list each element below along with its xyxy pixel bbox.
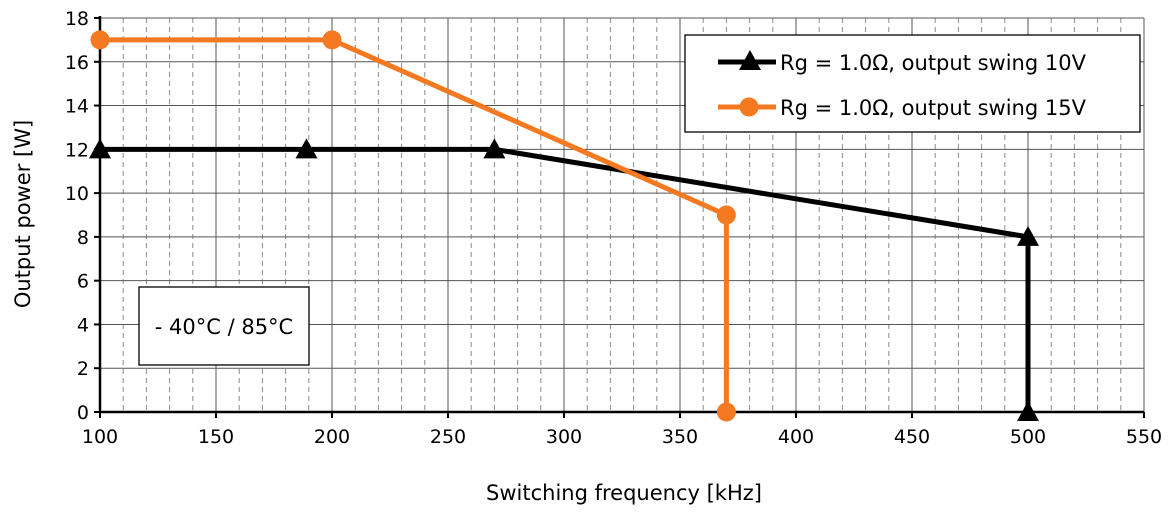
circle-marker xyxy=(716,402,736,422)
x-tick-label: 400 xyxy=(778,426,814,448)
x-tick-label: 200 xyxy=(314,426,350,448)
series-markers xyxy=(89,30,1039,422)
x-tick-label: 250 xyxy=(430,426,466,448)
x-tick-label: 100 xyxy=(82,426,118,448)
y-tick-label: 18 xyxy=(65,8,89,30)
y-tick-label: 0 xyxy=(77,402,89,424)
legend-marker-triangle xyxy=(739,50,761,70)
y-axis-label: Output power [W] xyxy=(11,120,35,308)
legend-marker-circle xyxy=(739,97,759,117)
x-tick-label: 550 xyxy=(1126,426,1162,448)
note-label: - 40°C / 85°C xyxy=(155,315,293,339)
circle-marker xyxy=(322,30,342,50)
y-tick-label: 4 xyxy=(77,314,89,336)
legend-label-swing-10v: Rg = 1.0Ω, output swing 10V xyxy=(780,51,1087,75)
legend-label-swing-15v: Rg = 1.0Ω, output swing 15V xyxy=(780,96,1087,120)
temperature-note: - 40°C / 85°C xyxy=(138,286,310,366)
note-box xyxy=(138,286,310,366)
triangle-marker xyxy=(89,138,111,159)
y-tick-label: 6 xyxy=(77,271,89,293)
series-line-2 xyxy=(100,37,729,412)
legend-box xyxy=(684,34,1141,133)
circle-marker xyxy=(90,30,110,50)
triangle-marker xyxy=(295,138,318,159)
x-tick-label: 450 xyxy=(894,426,930,448)
triangle-marker xyxy=(1017,401,1039,421)
x-tick-label: 350 xyxy=(662,426,698,448)
x-tick-label: 300 xyxy=(546,426,582,448)
x-axis-label: Switching frequency [kHz] xyxy=(486,481,762,505)
y-tick-label: 16 xyxy=(65,52,89,74)
y-tick-label: 10 xyxy=(65,183,89,205)
y-tick-label: 12 xyxy=(65,139,89,161)
x-tick-label: 500 xyxy=(1010,426,1046,448)
tick-labels: 100 150 200 250 300 350 400 450 500 550 0 2 4 6 8 10 12 1… xyxy=(65,8,1162,448)
x-tick-label: 150 xyxy=(198,426,234,448)
triangle-marker xyxy=(483,138,506,159)
legend: Rg = 1.0Ω, output swing 10V Rg = 1.0Ω, o… xyxy=(684,34,1141,133)
axes xyxy=(94,16,1145,418)
y-tick-label: 14 xyxy=(65,96,89,118)
y-tick-label: 2 xyxy=(77,358,89,380)
circle-marker xyxy=(716,205,736,225)
triangle-marker xyxy=(1017,225,1039,246)
y-tick-label: 8 xyxy=(77,227,89,249)
